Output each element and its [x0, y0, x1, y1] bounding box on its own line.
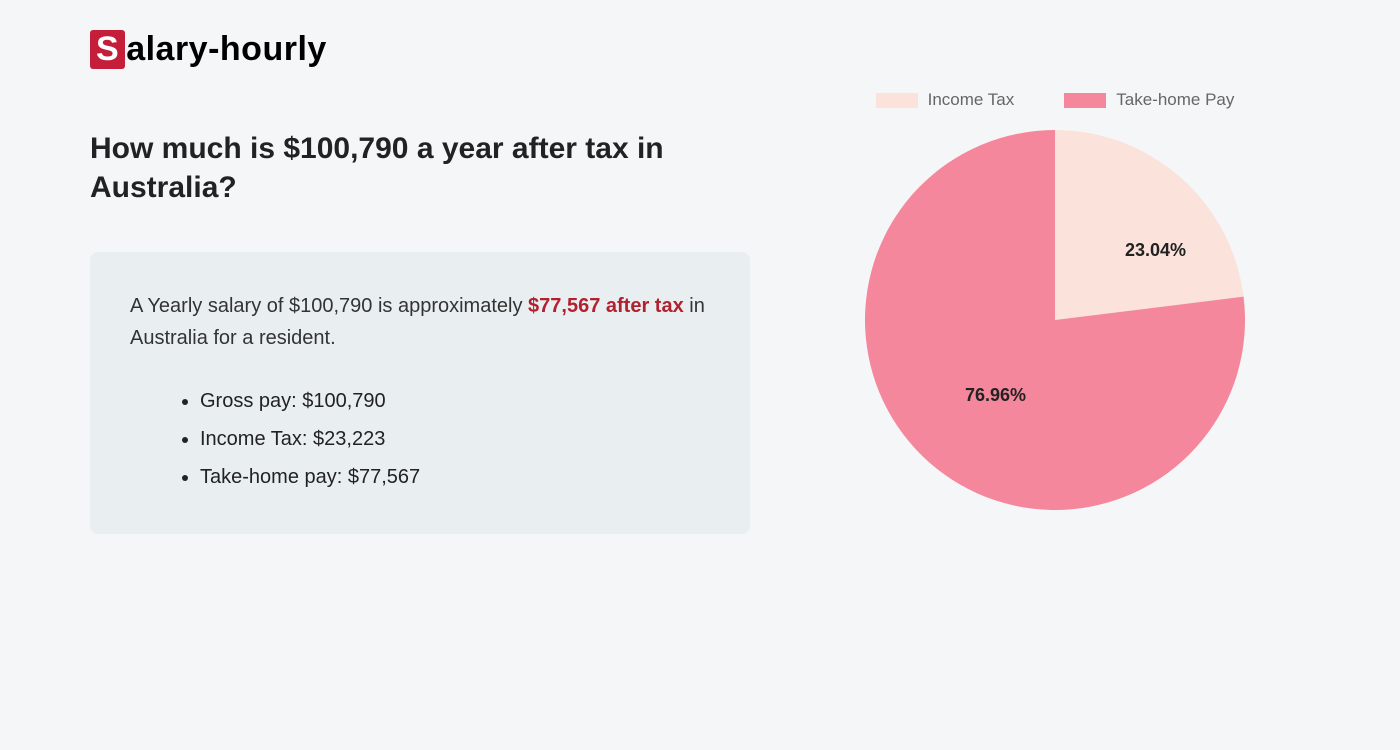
- page-root: Salary-hourly How much is $100,790 a yea…: [0, 0, 1400, 750]
- legend-label: Take-home Pay: [1116, 90, 1234, 110]
- page-headline: How much is $100,790 a year after tax in…: [90, 129, 690, 207]
- pie-svg: [865, 130, 1245, 510]
- slice-label-take-home: 76.96%: [965, 385, 1026, 406]
- chart-legend: Income Tax Take-home Pay: [876, 90, 1235, 110]
- legend-swatch: [1064, 93, 1106, 108]
- summary-prefix: A Yearly salary of $100,790 is approxima…: [130, 295, 528, 317]
- logo-text: alary-hourly: [126, 30, 327, 68]
- site-logo: Salary-hourly: [90, 30, 750, 69]
- breakdown-list: Gross pay: $100,790 Income Tax: $23,223 …: [130, 382, 710, 496]
- legend-item-income-tax: Income Tax: [876, 90, 1015, 110]
- chart-column: Income Tax Take-home Pay 23.04% 76.96%: [790, 30, 1320, 720]
- pie-chart: 23.04% 76.96%: [865, 130, 1245, 510]
- list-item: Gross pay: $100,790: [200, 382, 710, 420]
- logo-badge: S: [90, 30, 125, 69]
- left-column: Salary-hourly How much is $100,790 a yea…: [90, 30, 790, 720]
- summary-sentence: A Yearly salary of $100,790 is approxima…: [130, 290, 710, 354]
- slice-label-income-tax: 23.04%: [1125, 240, 1186, 261]
- legend-item-take-home: Take-home Pay: [1064, 90, 1234, 110]
- summary-box: A Yearly salary of $100,790 is approxima…: [90, 252, 750, 534]
- list-item: Take-home pay: $77,567: [200, 458, 710, 496]
- summary-highlight: $77,567 after tax: [528, 295, 684, 317]
- list-item: Income Tax: $23,223: [200, 420, 710, 458]
- legend-label: Income Tax: [928, 90, 1015, 110]
- legend-swatch: [876, 93, 918, 108]
